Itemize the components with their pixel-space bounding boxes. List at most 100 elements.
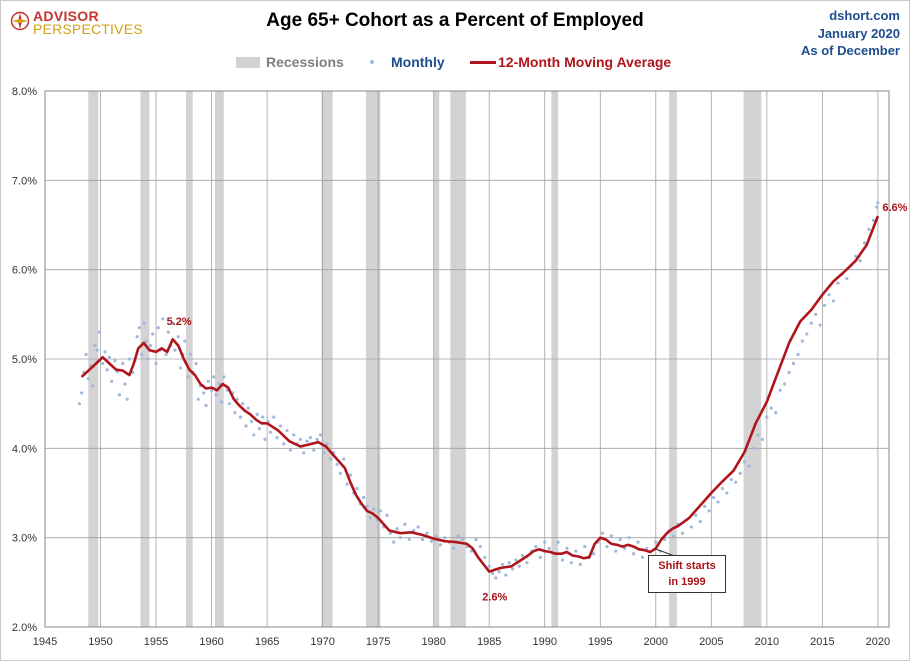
monthly-point [244, 424, 248, 428]
monthly-point [725, 491, 729, 495]
monthly-point [769, 406, 773, 410]
monthly-point [166, 330, 170, 334]
monthly-point [328, 457, 333, 461]
monthly-point [547, 546, 551, 550]
monthly-point [282, 442, 286, 446]
monthly-point [107, 355, 112, 359]
monthly-point [151, 332, 155, 336]
monthly-point [858, 259, 862, 263]
monthly-point [355, 486, 359, 491]
source-block: dshort.com January 2020 As of December [801, 7, 900, 60]
monthly-point [305, 439, 309, 443]
x-tick-label: 1995 [588, 636, 612, 648]
monthly-point [654, 540, 658, 544]
monthly-point [517, 564, 521, 568]
monthly-point [774, 411, 778, 415]
monthly-point [325, 442, 329, 446]
logo-line-2: PERSPECTIVES [33, 21, 143, 37]
monthly-point [103, 350, 107, 354]
monthly-point [315, 437, 319, 441]
monthly-point [734, 480, 738, 484]
monthly-point [395, 527, 399, 531]
monthly-point [84, 352, 88, 357]
monthly-point [183, 339, 187, 343]
x-tick-label: 2010 [755, 636, 779, 648]
monthly-point [246, 406, 250, 410]
monthly-point [121, 361, 125, 366]
monthly-point [614, 549, 618, 553]
legend-recessions-label: Recessions [266, 54, 344, 70]
monthly-point [338, 471, 342, 475]
monthly-point [206, 379, 210, 383]
legend-monthly-label: Monthly [391, 54, 445, 70]
monthly-point [525, 561, 529, 565]
advisor-perspectives-logo: ADVISOR PERSPECTIVES [10, 8, 143, 38]
monthly-point [787, 370, 791, 374]
monthly-point [101, 361, 105, 366]
monthly-point [322, 451, 326, 455]
x-tick-label: 2000 [644, 636, 668, 648]
monthly-point [694, 513, 698, 517]
monthly-point [698, 519, 702, 524]
monthly-point [756, 433, 760, 437]
source-date: January 2020 [817, 25, 900, 41]
monthly-point [202, 391, 206, 395]
monthly-point [703, 504, 707, 508]
x-tick-label: 2015 [810, 636, 834, 648]
x-tick-label: 1975 [366, 636, 390, 648]
monthly-point [876, 201, 880, 205]
value-annotation: 2.6% [482, 591, 507, 603]
logo-line-1: ADVISOR [33, 8, 99, 24]
monthly-point [845, 277, 849, 281]
monthly-point [385, 513, 389, 517]
monthly-point [86, 377, 90, 381]
monthly-point [292, 433, 296, 437]
monthly-point [574, 549, 578, 553]
y-tick-label: 6.0% [12, 265, 37, 277]
monthly-point [504, 573, 508, 577]
monthly-point [378, 509, 382, 513]
x-tick-label: 1985 [477, 636, 501, 648]
monthly-point [241, 402, 245, 406]
monthly-point [214, 393, 218, 397]
monthly-point [487, 564, 491, 568]
legend-moving-average-label: 12-Month Moving Average [498, 54, 672, 70]
monthly-point [308, 436, 313, 440]
monthly-point [538, 555, 542, 559]
monthly-point [110, 379, 114, 383]
monthly-point [814, 312, 818, 316]
monthly-point [497, 570, 501, 574]
source-as-of: As of December [801, 43, 900, 58]
monthly-point [298, 437, 303, 441]
x-tick-label: 1960 [199, 636, 223, 648]
monthly-point [93, 344, 97, 348]
monthly-point [478, 545, 482, 549]
monthly-point [91, 384, 95, 388]
monthly-point [117, 393, 122, 397]
monthly-point [600, 531, 605, 535]
monthly-point [627, 536, 631, 540]
monthly-point [275, 436, 279, 440]
axes: 1945 1950 1955 1960 1965 1970 1975 1980 1985 1990… [12, 86, 890, 648]
monthly-point [827, 293, 831, 297]
monthly-point [272, 415, 276, 419]
monthly-point [720, 486, 725, 491]
x-tick-label: 1990 [532, 636, 556, 648]
monthly-point [146, 357, 150, 361]
monthly-point [97, 330, 102, 334]
monthly-point [263, 437, 267, 441]
monthly-point [420, 537, 425, 542]
monthly-point [176, 335, 180, 339]
monthly-point [805, 332, 809, 336]
monthly-point [219, 400, 224, 404]
monthly-point [362, 495, 366, 500]
monthly-point [605, 545, 609, 549]
monthly-point [743, 460, 747, 464]
monthly-point [80, 391, 84, 395]
monthly-point [671, 534, 676, 538]
monthly-point [173, 348, 177, 352]
monthly-point [125, 397, 129, 401]
monthly-point [592, 552, 596, 556]
annotations: 5.2% 2.6% 6.6% [167, 202, 908, 603]
monthly-point [738, 471, 742, 475]
